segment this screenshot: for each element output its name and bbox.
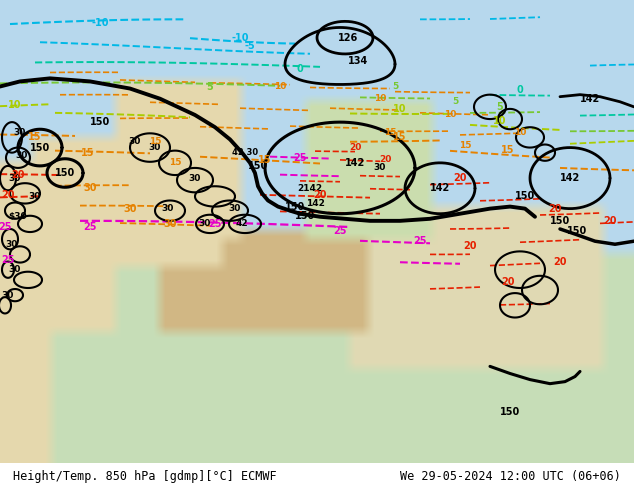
Text: 20: 20	[553, 257, 567, 267]
Text: 15: 15	[459, 141, 471, 150]
Text: 150: 150	[55, 168, 75, 178]
Text: 150: 150	[500, 407, 520, 417]
Text: 25: 25	[83, 222, 97, 232]
Text: 30: 30	[9, 265, 21, 274]
Text: 150: 150	[90, 117, 110, 127]
Text: 15: 15	[384, 128, 396, 137]
Text: 42 30: 42 30	[232, 148, 258, 157]
Text: -10: -10	[231, 33, 249, 43]
Text: 30: 30	[2, 291, 14, 299]
Text: 15: 15	[169, 158, 181, 167]
Text: 25: 25	[413, 236, 427, 246]
Text: 142: 142	[560, 173, 580, 183]
Text: 30: 30	[83, 183, 97, 193]
Text: 10: 10	[274, 82, 286, 91]
Text: 20: 20	[453, 173, 467, 183]
Text: 15: 15	[501, 145, 515, 155]
Text: 30: 30	[29, 192, 41, 201]
Text: 20: 20	[378, 155, 391, 164]
Text: 15: 15	[29, 132, 42, 143]
Text: 15: 15	[149, 137, 161, 146]
Text: 20: 20	[603, 216, 617, 226]
Text: 5: 5	[496, 102, 503, 112]
Text: 2142: 2142	[297, 184, 323, 193]
Text: -10: -10	[91, 19, 109, 28]
Text: -5: -5	[245, 41, 256, 51]
Text: 150: 150	[515, 192, 535, 201]
Text: 150: 150	[248, 161, 268, 171]
Text: Height/Temp. 850 hPa [gdmp][°C] ECMWF: Height/Temp. 850 hPa [gdmp][°C] ECMWF	[13, 470, 276, 483]
Text: 20: 20	[463, 241, 477, 251]
Text: 142: 142	[306, 199, 325, 208]
Text: 30: 30	[189, 173, 201, 183]
Text: 5: 5	[207, 81, 214, 92]
Text: 30: 30	[6, 240, 18, 249]
Text: 0: 0	[297, 64, 304, 74]
Text: 25: 25	[294, 153, 307, 163]
Text: 30: 30	[199, 220, 211, 228]
Text: 25: 25	[333, 226, 347, 236]
Text: 10: 10	[493, 116, 507, 126]
Text: 10: 10	[514, 128, 526, 137]
Text: 30: 30	[374, 164, 386, 172]
Text: 25: 25	[0, 222, 12, 232]
Text: 142: 142	[580, 94, 600, 104]
Text: 42: 42	[236, 220, 249, 228]
Text: 30: 30	[149, 143, 161, 152]
Text: 30: 30	[14, 128, 26, 137]
Text: 126: 126	[338, 33, 358, 43]
Text: 30: 30	[123, 204, 137, 214]
Text: 150: 150	[550, 216, 570, 226]
Text: 5: 5	[392, 82, 398, 91]
Text: $30: $30	[9, 212, 27, 221]
Text: 150: 150	[567, 226, 587, 236]
Text: 150: 150	[30, 143, 50, 152]
Text: 0: 0	[517, 85, 524, 95]
Text: 20: 20	[548, 204, 562, 214]
Text: 10: 10	[393, 104, 407, 114]
Text: 20: 20	[313, 191, 327, 200]
Text: 30: 30	[163, 219, 177, 229]
Text: 25: 25	[208, 219, 222, 229]
Text: 20: 20	[1, 191, 15, 200]
Text: 30: 30	[229, 204, 241, 213]
Text: 30: 30	[129, 137, 141, 146]
Text: 20: 20	[11, 170, 25, 180]
Text: 20: 20	[501, 277, 515, 287]
Text: 10: 10	[8, 100, 22, 110]
Text: 10: 10	[444, 111, 456, 120]
Text: 20: 20	[349, 143, 361, 152]
Text: 30: 30	[9, 173, 21, 183]
Text: 30: 30	[162, 204, 174, 213]
Text: 15: 15	[258, 155, 272, 165]
Text: We 29-05-2024 12:00 UTC (06+06): We 29-05-2024 12:00 UTC (06+06)	[401, 470, 621, 483]
Text: 15: 15	[81, 147, 94, 158]
Text: 142: 142	[430, 183, 450, 193]
Text: 10: 10	[374, 94, 386, 103]
Text: 150: 150	[295, 211, 315, 221]
Text: 142: 142	[345, 158, 365, 168]
Text: 25: 25	[1, 254, 15, 265]
Text: 150: 150	[285, 201, 305, 212]
Text: 134: 134	[348, 56, 368, 66]
Text: 30: 30	[16, 151, 28, 160]
Text: 15: 15	[393, 132, 407, 143]
Text: 5: 5	[452, 98, 458, 106]
